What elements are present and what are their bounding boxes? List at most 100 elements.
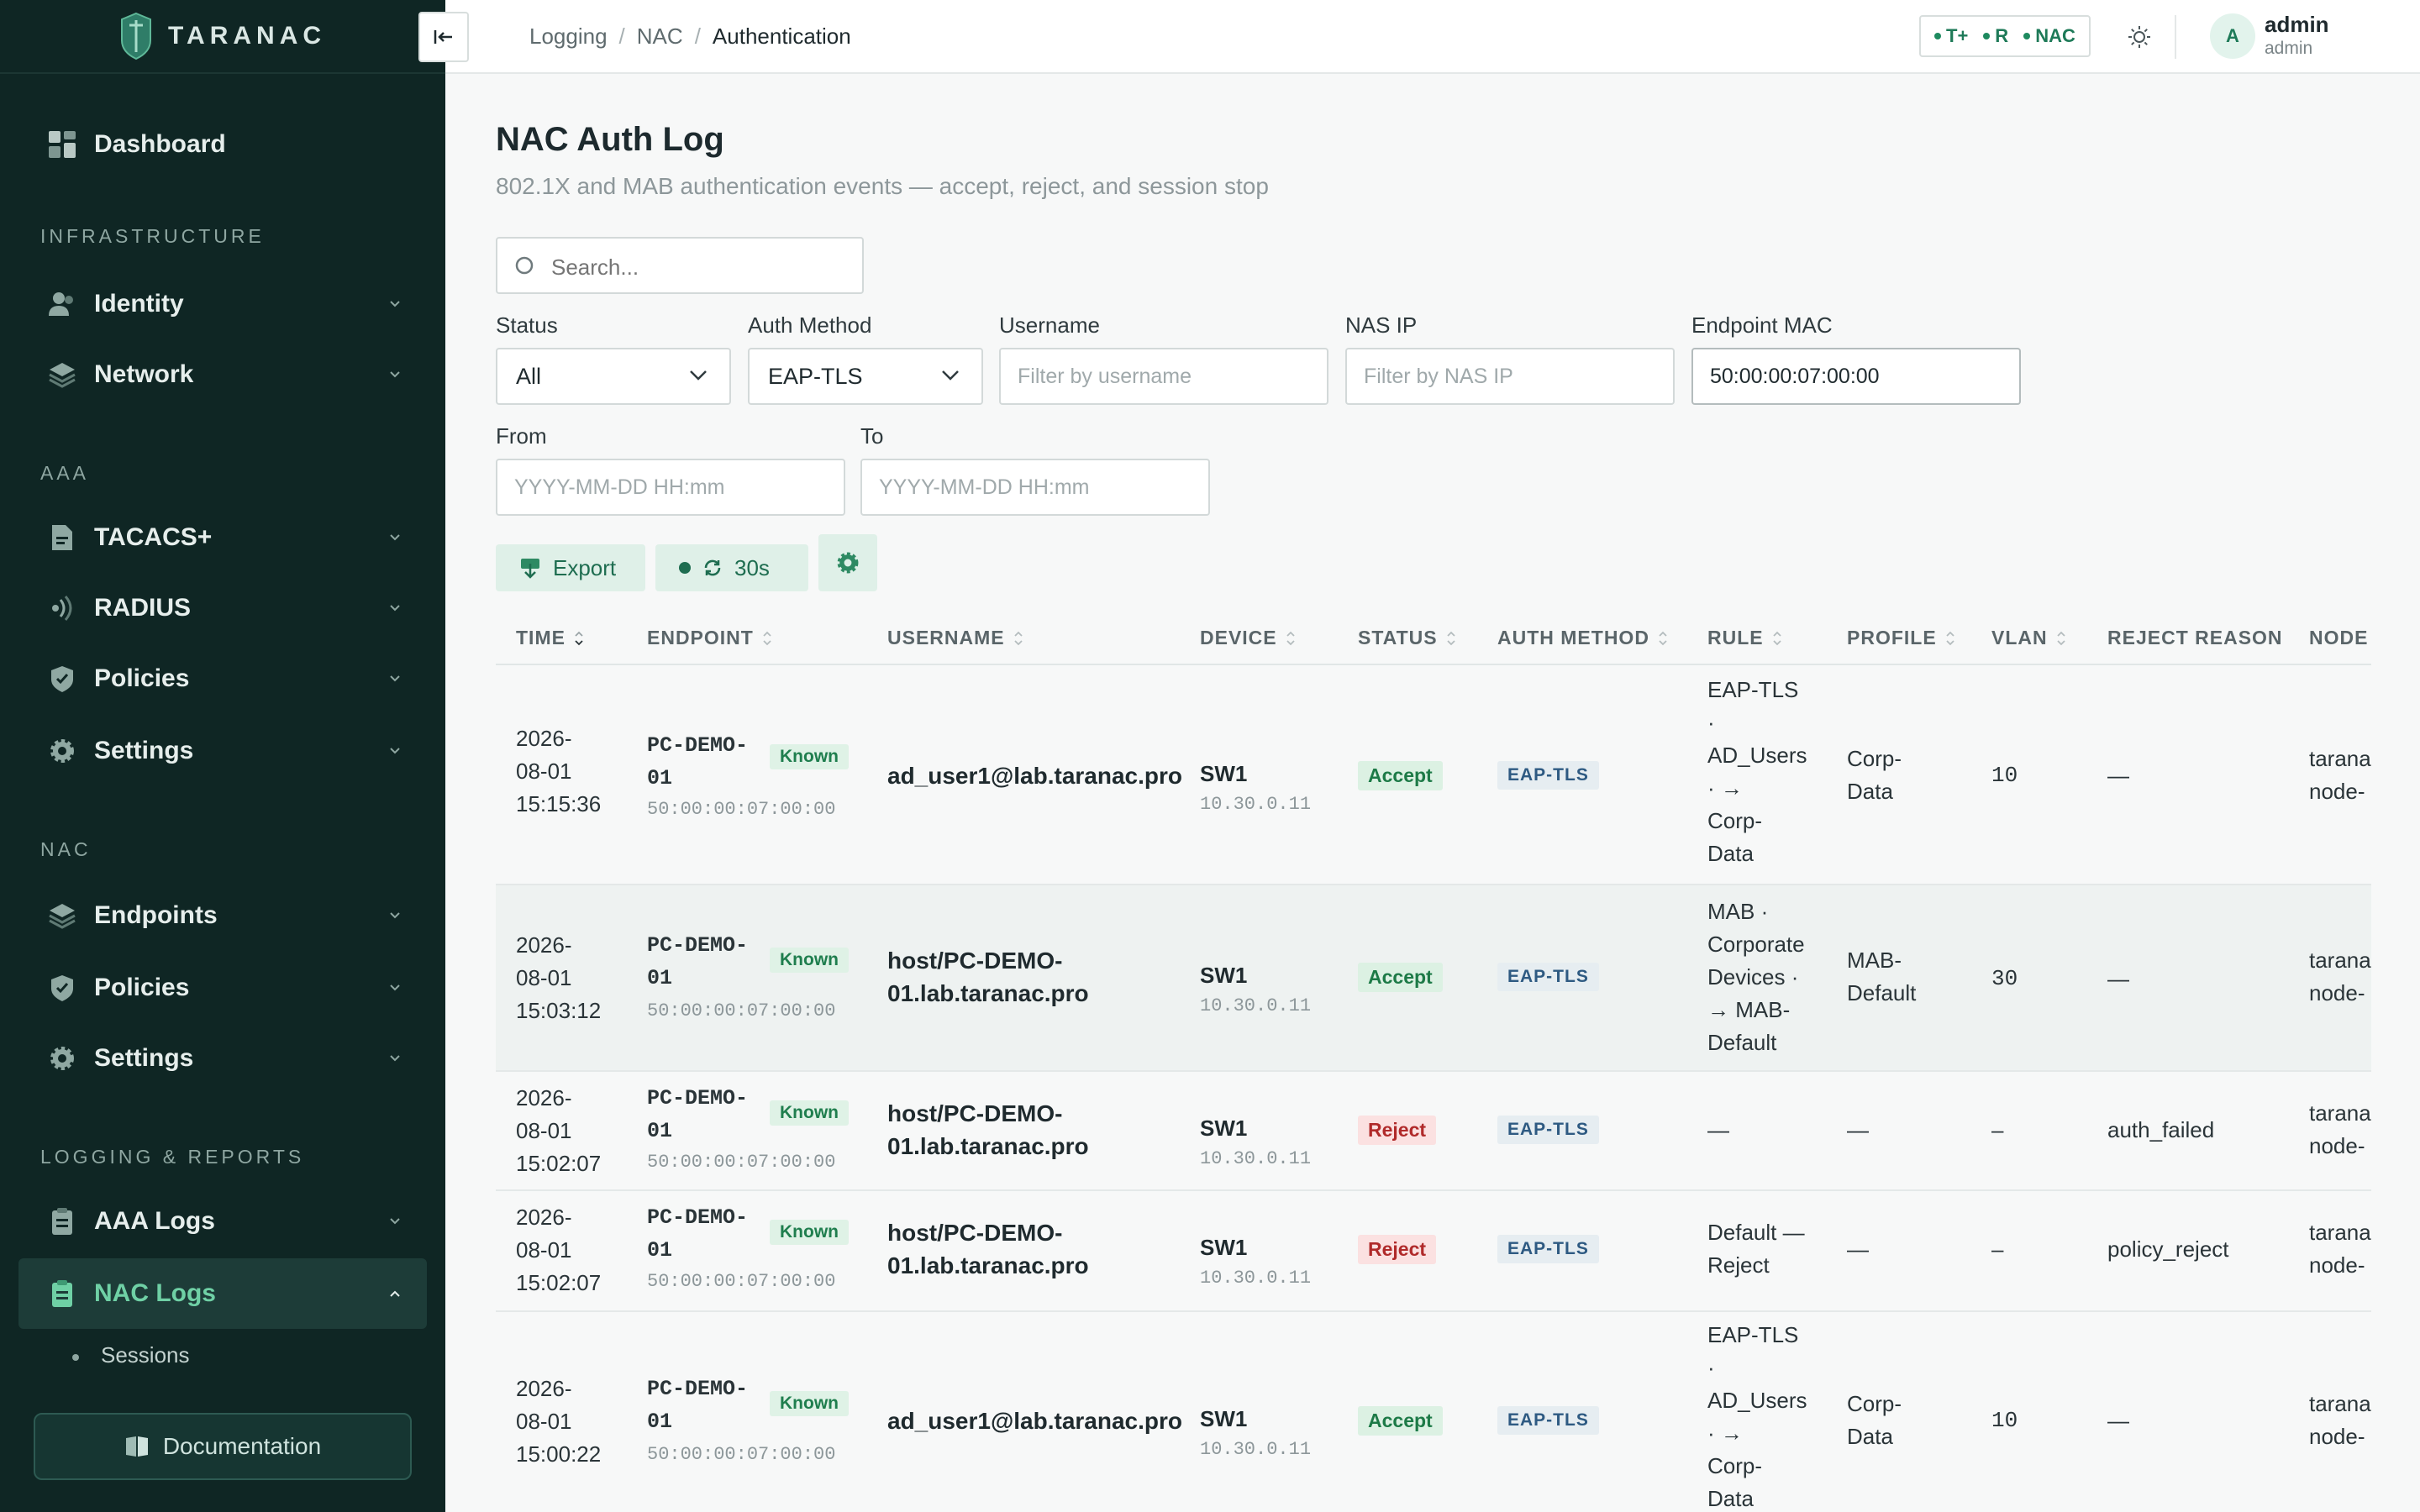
column-header-device[interactable]: DEVICE bbox=[1200, 627, 1296, 649]
collapse-sidebar-button[interactable] bbox=[418, 12, 469, 62]
breadcrumb-nac[interactable]: NAC bbox=[636, 24, 683, 49]
search-box[interactable] bbox=[496, 237, 864, 294]
endpoint-name[interactable]: PC-DEMO- 01 bbox=[647, 933, 749, 990]
status-filter-select[interactable]: All bbox=[496, 348, 731, 405]
status-badge: Reject bbox=[1358, 1116, 1437, 1145]
column-header-auth-method[interactable]: AUTH METHOD bbox=[1497, 627, 1668, 649]
sidebar-item-nac-logs[interactable]: NAC Logs bbox=[18, 1258, 427, 1329]
to-filter-label: To bbox=[860, 423, 884, 449]
column-header-time[interactable]: TIME bbox=[516, 627, 584, 649]
endpoint-name[interactable]: PC-DEMO- 01 bbox=[647, 1086, 749, 1143]
column-settings-button[interactable] bbox=[818, 534, 877, 591]
service-tacacs-status: T+ bbox=[1934, 25, 1968, 47]
known-badge: Known bbox=[770, 1391, 849, 1416]
sidebar-subitem-sessions[interactable]: Sessions bbox=[101, 1342, 190, 1368]
endpoint-name[interactable]: PC-DEMO- 01 bbox=[647, 1377, 749, 1434]
table-row[interactable]: 2026- 08-01 15:03:12 PC-DEMO- 01 Known 50:0… bbox=[496, 885, 2371, 1072]
sidebar-item-aaa-settings[interactable]: Settings bbox=[18, 716, 427, 786]
documentation-button[interactable]: Documentation bbox=[34, 1413, 412, 1480]
column-header-username[interactable]: USERNAME bbox=[887, 627, 1023, 649]
username-cell: host/PC-DEMO- 01.lab.taranac.pro bbox=[887, 1100, 1089, 1159]
sidebar-item-dashboard[interactable]: Dashboard bbox=[18, 109, 427, 180]
service-status-badges[interactable]: T+ R NAC bbox=[1919, 15, 2091, 57]
sort-icon bbox=[1659, 631, 1667, 645]
service-radius-status: R bbox=[1983, 25, 2008, 47]
column-header-reject-reason[interactable]: REJECT REASON bbox=[2107, 627, 2283, 649]
column-label: DEVICE bbox=[1200, 627, 1277, 648]
username-cell: host/PC-DEMO- 01.lab.taranac.pro bbox=[887, 1220, 1089, 1278]
to-date-input[interactable] bbox=[860, 459, 1210, 516]
export-button[interactable]: Export bbox=[496, 544, 645, 591]
endpoint-name[interactable]: PC-DEMO- 01 bbox=[647, 733, 749, 790]
sidebar-item-label: Settings bbox=[94, 1044, 194, 1072]
column-header-endpoint[interactable]: ENDPOINT bbox=[647, 627, 772, 649]
table-row[interactable]: 2026- 08-01 15:00:22 PC-DEMO- 01 Known 50:0… bbox=[496, 1312, 2371, 1512]
table-row[interactable]: 2026- 08-01 15:15:36 PC-DEMO- 01 Known 50:0… bbox=[496, 665, 2371, 885]
column-header-rule[interactable]: RULE bbox=[1707, 627, 1782, 649]
theme-toggle-button[interactable] bbox=[2123, 20, 2156, 54]
known-badge: Known bbox=[770, 744, 849, 769]
clipboard-icon bbox=[52, 1280, 72, 1307]
sidebar-item-aaa-logs[interactable]: AAA Logs bbox=[18, 1186, 427, 1257]
breadcrumb: Logging / NAC / Authentication bbox=[529, 24, 851, 50]
column-label: STATUS bbox=[1358, 627, 1438, 648]
sidebar-item-aaa-policies[interactable]: Policies bbox=[18, 643, 427, 714]
nas-ip-filter-input[interactable] bbox=[1345, 348, 1675, 405]
sun-icon bbox=[2128, 26, 2150, 48]
auto-refresh-button[interactable]: 30s bbox=[655, 544, 808, 591]
avatar[interactable]: A bbox=[2210, 13, 2255, 59]
sidebar-item-identity[interactable]: Identity bbox=[18, 269, 427, 339]
profile-cell: Corp- Data bbox=[1847, 1391, 1902, 1449]
column-header-status[interactable]: STATUS bbox=[1358, 627, 1456, 649]
profile-cell: MAB- Default bbox=[1847, 948, 1917, 1005]
sub-item-bullet bbox=[72, 1354, 79, 1361]
endpoint-mac: 50:00:00:07:00:00 bbox=[647, 1444, 836, 1465]
brand[interactable]: TARANAC bbox=[0, 0, 445, 74]
auth-method-badge: EAP-TLS bbox=[1497, 761, 1599, 790]
table-row[interactable]: 2026- 08-01 15:02:07 PC-DEMO- 01 Known 50:0… bbox=[496, 1191, 2371, 1312]
device-ip: 10.30.0.11 bbox=[1200, 1148, 1312, 1169]
sidebar-item-network[interactable]: Network bbox=[18, 339, 427, 410]
reject-reason-cell: policy_reject bbox=[2107, 1236, 2229, 1262]
sidebar-item-tacacs[interactable]: TACACS+ bbox=[18, 502, 427, 573]
chevron-down-icon bbox=[390, 912, 400, 919]
column-header-vlan[interactable]: VLAN bbox=[1991, 627, 2066, 649]
sidebar-item-radius[interactable]: RADIUS bbox=[18, 573, 427, 643]
auth-method-badge: EAP-TLS bbox=[1497, 1406, 1599, 1435]
column-header-profile[interactable]: PROFILE bbox=[1847, 627, 1955, 649]
auth-method-badge: EAP-TLS bbox=[1497, 1116, 1599, 1144]
dashboard-icon bbox=[49, 131, 76, 158]
rule-cell: Default — Reject bbox=[1707, 1220, 1805, 1278]
column-label: REJECT REASON bbox=[2107, 627, 2283, 648]
sidebar-item-nac-policies[interactable]: Policies bbox=[18, 953, 427, 1023]
column-header-node[interactable]: NODE bbox=[2309, 627, 2368, 649]
breadcrumb-separator: / bbox=[694, 24, 701, 49]
device-name: SW1 bbox=[1200, 1116, 1248, 1141]
endpoint-name[interactable]: PC-DEMO- 01 bbox=[647, 1205, 749, 1263]
time-cell: 2026- 08-01 15:02:07 bbox=[516, 1205, 602, 1295]
table-header: TIME ENDPOINT USERNAME DEVICE STATUS AUT… bbox=[496, 608, 2371, 665]
sidebar-item-label: Settings bbox=[94, 737, 194, 764]
from-date-input[interactable] bbox=[496, 459, 845, 516]
sidebar-item-label: Policies bbox=[94, 664, 190, 692]
column-label: AUTH METHOD bbox=[1497, 627, 1649, 648]
sort-icon bbox=[1286, 631, 1295, 645]
status-filter-label: Status bbox=[496, 312, 558, 338]
search-input[interactable] bbox=[551, 252, 854, 282]
breadcrumb-logging[interactable]: Logging bbox=[529, 24, 608, 49]
time-cell: 2026- 08-01 15:15:36 bbox=[516, 726, 602, 816]
vlan-cell: 10 bbox=[1991, 1408, 2018, 1433]
table-row[interactable]: 2026- 08-01 15:02:07 PC-DEMO- 01 Known 50:0… bbox=[496, 1072, 2371, 1191]
shield-check-icon bbox=[51, 666, 73, 692]
user-name[interactable]: admin bbox=[2265, 12, 2329, 37]
node-cell: tarana node- bbox=[2309, 1220, 2371, 1278]
profile-cell: Corp- Data bbox=[1847, 746, 1902, 804]
layers-icon bbox=[49, 904, 76, 929]
endpoint-mac-filter-input[interactable] bbox=[1691, 348, 2021, 405]
book-icon bbox=[125, 1436, 148, 1457]
auth-method-filter-select[interactable]: EAP-TLS bbox=[748, 348, 983, 405]
sidebar-item-nac-settings[interactable]: Settings bbox=[18, 1023, 427, 1094]
username-filter-input[interactable] bbox=[999, 348, 1328, 405]
sidebar-item-endpoints[interactable]: Endpoints bbox=[18, 880, 427, 951]
chevron-down-icon bbox=[390, 371, 400, 378]
